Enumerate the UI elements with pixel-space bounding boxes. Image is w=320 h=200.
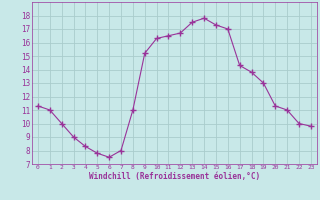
X-axis label: Windchill (Refroidissement éolien,°C): Windchill (Refroidissement éolien,°C) <box>89 172 260 181</box>
